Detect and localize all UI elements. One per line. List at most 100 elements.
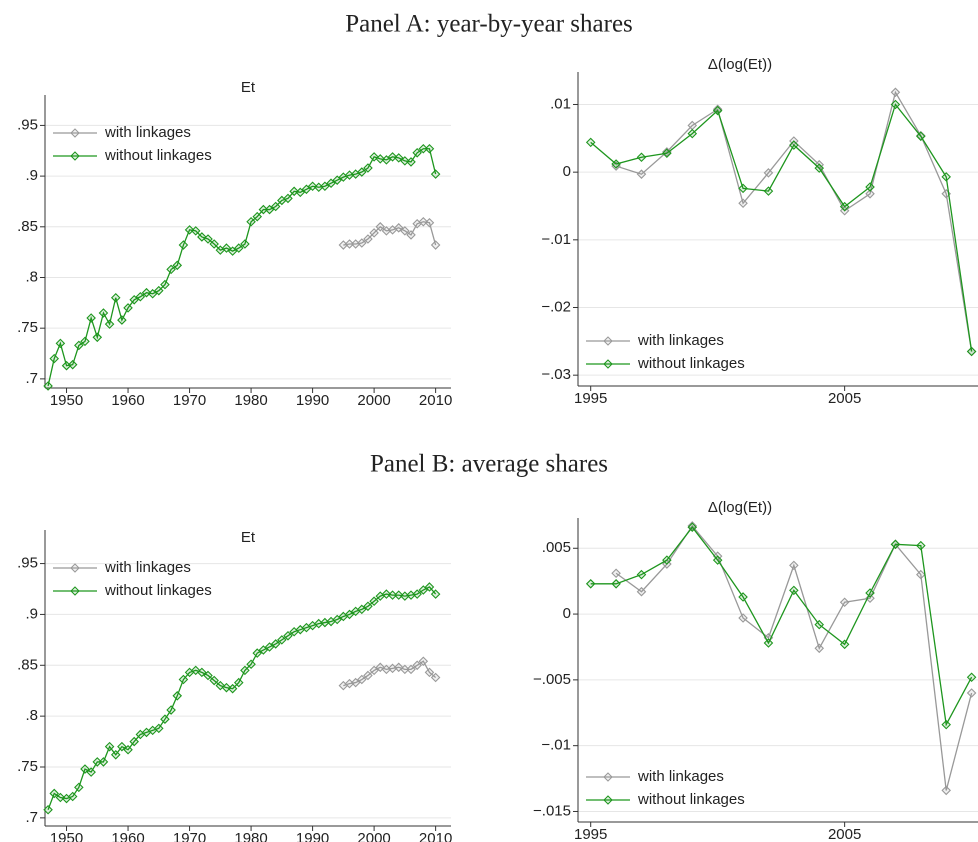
marker (277, 635, 287, 645)
marker (941, 785, 951, 796)
marker (129, 295, 139, 305)
marker (611, 159, 621, 169)
marker (763, 168, 774, 178)
marker (430, 240, 441, 250)
marker (387, 152, 398, 162)
series-line (47, 586, 437, 810)
marker (221, 682, 232, 693)
y-tick-label: −.03 (541, 366, 571, 383)
y-tick-label: −.01 (541, 737, 571, 754)
marker (110, 292, 121, 303)
y-tick-label: .8 (25, 268, 38, 285)
marker (74, 782, 84, 793)
marker (117, 315, 127, 325)
marker (687, 522, 698, 532)
marker (763, 186, 774, 196)
marker (98, 757, 109, 767)
marker (712, 105, 723, 116)
series-line (615, 524, 973, 791)
marker (941, 719, 951, 730)
marker (240, 665, 250, 676)
x-tick-label: 1950 (50, 392, 83, 409)
marker (424, 143, 435, 154)
marker (264, 204, 275, 215)
marker (636, 169, 647, 179)
y-tick-label: 0 (563, 163, 571, 180)
marker (49, 788, 60, 799)
x-tick-label: 2010 (419, 392, 452, 409)
marker (166, 264, 176, 275)
marker (301, 184, 312, 195)
marker (363, 601, 373, 612)
marker (424, 217, 435, 228)
marker (203, 234, 213, 244)
y-tick-label: .85 (17, 656, 38, 673)
marker (412, 660, 422, 671)
marker (117, 741, 127, 752)
legend-label: with linkages (104, 124, 191, 141)
marker (381, 155, 392, 165)
x-tick-label: 1980 (234, 830, 267, 842)
marker (839, 639, 850, 650)
marker (160, 714, 170, 724)
marker (104, 319, 115, 329)
marker (233, 677, 244, 688)
marker (430, 672, 441, 683)
y-tick-label: .9 (25, 167, 38, 184)
marker (814, 619, 825, 630)
legend-label: without linkages (104, 582, 212, 599)
marker (662, 148, 672, 158)
marker (147, 288, 158, 299)
marker (283, 631, 293, 641)
marker (104, 741, 115, 752)
marker (424, 582, 435, 592)
marker (123, 744, 133, 755)
marker (839, 201, 850, 212)
legend-label: with linkages (637, 332, 724, 349)
panel-title: Panel A: year-by-year shares (345, 11, 633, 38)
marker (412, 589, 422, 599)
marker (258, 645, 269, 655)
legend-marker (603, 795, 613, 805)
marker (172, 260, 183, 271)
marker (418, 656, 429, 666)
marker (890, 539, 901, 550)
marker (74, 340, 84, 351)
x-tick-label: 1990 (296, 830, 329, 842)
marker (190, 226, 201, 236)
y-tick-label: .7 (25, 809, 38, 826)
marker (712, 104, 723, 114)
marker (738, 183, 748, 194)
x-tick-label: 1980 (234, 392, 267, 409)
marker (966, 672, 977, 683)
x-tick-label: 1970 (173, 830, 206, 842)
marker (363, 670, 373, 681)
legend-marker (70, 586, 80, 596)
marker (814, 643, 825, 654)
marker (369, 596, 379, 606)
marker (264, 642, 275, 652)
y-tick-label: .85 (17, 218, 38, 235)
marker (789, 560, 799, 571)
marker (270, 201, 281, 212)
legend-label: with linkages (637, 768, 724, 785)
marker (430, 169, 441, 179)
marker (160, 279, 170, 290)
marker (320, 181, 330, 192)
marker (270, 639, 281, 649)
marker (406, 157, 416, 167)
marker (357, 167, 367, 177)
marker (357, 674, 367, 685)
x-tick-label: 2005 (828, 826, 861, 842)
marker (98, 308, 109, 318)
marker (283, 193, 293, 204)
marker (789, 140, 799, 150)
marker (326, 178, 336, 188)
legend-marker (603, 772, 613, 782)
marker (233, 243, 244, 253)
marker (400, 664, 410, 675)
marker (184, 225, 195, 235)
legend-marker (603, 359, 613, 369)
marker (585, 137, 596, 148)
marker (406, 230, 416, 240)
